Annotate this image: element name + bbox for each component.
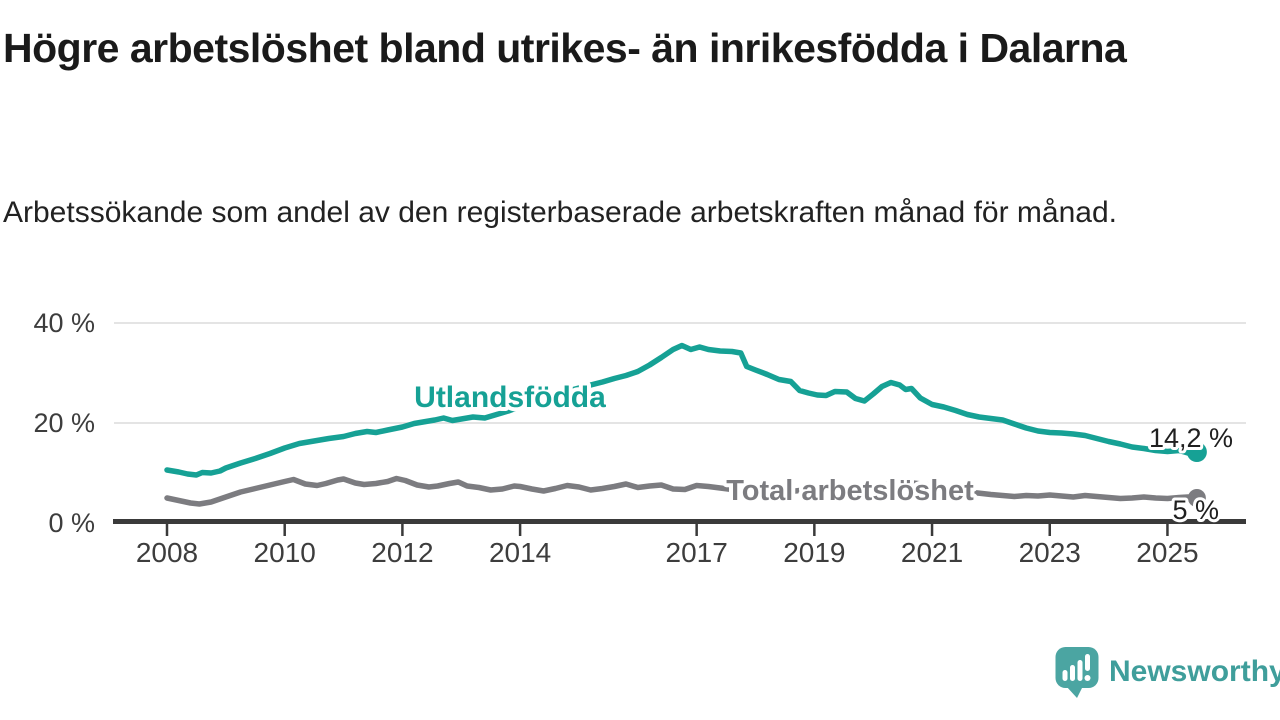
x-tick-label-2014: 2014 [489, 537, 551, 568]
x-tick-label-2017: 2017 [666, 537, 728, 568]
logo-bar-1 [1062, 670, 1068, 681]
series-end-dot-utlandsfodda [1186, 442, 1207, 462]
series-line-total-arbetsloshet [164, 475, 1200, 507]
series-line-utlandsfodda [164, 342, 1200, 478]
logo-exclamation-bar [1085, 654, 1090, 671]
y-axis-label-0: 0 % [48, 508, 95, 538]
newsworthy-logo-icon [1055, 647, 1099, 698]
logo-bar-2 [1070, 665, 1075, 681]
newsworthy-logo-text: Newsworthy [1109, 655, 1280, 688]
x-tick-label-2023: 2023 [1019, 537, 1081, 568]
end-value-label-total-arbetsloshet: 5 % [1172, 495, 1219, 525]
page-title: Högre arbetslöshet bland utrikes- än inr… [3, 25, 1127, 71]
logo-bar-3 [1077, 660, 1083, 681]
logo-exclamation-dot [1084, 675, 1091, 681]
series-label-total-arbetsloshet: Total arbetslöshet [726, 475, 974, 507]
logo-bubble-tail [1066, 686, 1083, 698]
x-tick-label-2021: 2021 [901, 537, 963, 568]
newsworthy-branding: Newsworthy [1054, 646, 1280, 698]
series-end-dot-total-arbetsloshet [1187, 489, 1206, 507]
series-label-utlandsfodda: Utlandsfödda [414, 381, 606, 414]
y-axis-label-40: 40 % [33, 308, 95, 338]
x-tick-label-2012: 2012 [371, 537, 433, 568]
end-value-label-utlandsfodda: 14,2 % [1149, 423, 1233, 453]
x-tick-label-2019: 2019 [783, 537, 845, 568]
x-tick-label-2010: 2010 [254, 537, 316, 568]
x-tick-label-2025: 2025 [1136, 537, 1198, 568]
y-axis-label-20: 20 % [33, 408, 95, 438]
x-tick-label-2008: 2008 [136, 537, 198, 568]
logo-bubble [1055, 647, 1099, 688]
chart-subtitle: Arbetssökande som andel av den registerb… [3, 196, 1117, 229]
